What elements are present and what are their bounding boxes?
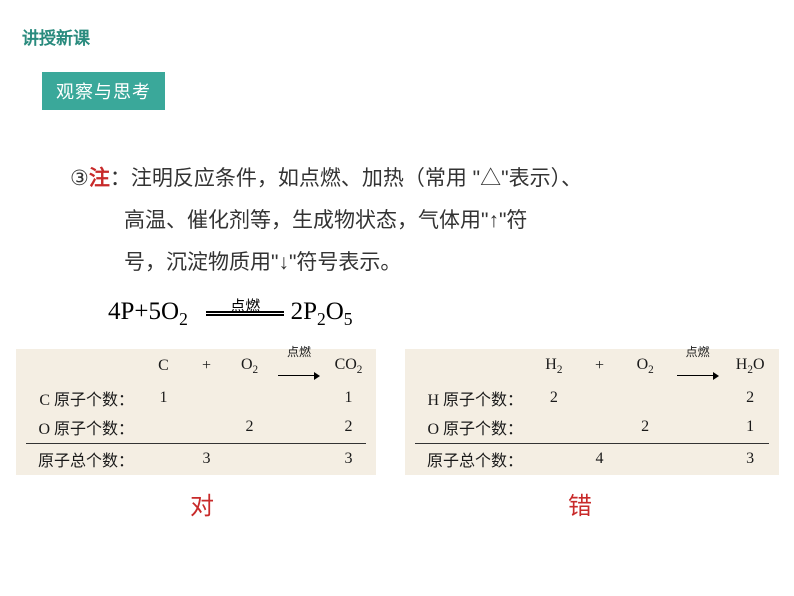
table-total-row: 原子总个数： 4 3 xyxy=(405,444,779,473)
atom-table-right: H2 + O2 点燃 H2O H 原子个数： 2 2 O 原子个数： 2 1 原… xyxy=(405,349,779,475)
eq-arrow: 点燃 xyxy=(206,311,284,316)
product: H2O xyxy=(727,356,773,376)
row-label: 原子总个数： xyxy=(415,447,531,471)
eq-rhs-sub1: 2 xyxy=(317,309,326,329)
cell: 3 xyxy=(727,450,773,468)
cell: 2 xyxy=(531,389,577,407)
main-equation: 4P+5O2 点燃 2P2O5 xyxy=(108,298,353,330)
cell: 1 xyxy=(327,389,370,407)
row-label: O 原子个数： xyxy=(415,415,531,439)
eq-rhs-mid: O xyxy=(326,298,344,325)
reactant-1: C xyxy=(142,357,185,375)
reactant-2: O2 xyxy=(622,356,668,376)
text-line-1: ：注明反应条件，如点燃、加热（常用 "△"表示）、 xyxy=(110,167,582,190)
table-row: O 原子个数： 2 2 xyxy=(16,412,376,441)
eq-condition: 点燃 xyxy=(206,295,284,316)
item-number: ③ xyxy=(70,167,89,190)
table-left-equation-row: C + O2 点燃 CO2 xyxy=(16,349,376,383)
product: CO2 xyxy=(327,356,370,376)
main-paragraph: ③注：注明反应条件，如点燃、加热（常用 "△"表示）、 高温、催化剂等，生成物状… xyxy=(70,158,734,284)
table-row: O 原子个数： 2 1 xyxy=(405,412,779,441)
eq-rhs-1: 2P xyxy=(291,298,317,325)
plus-op: + xyxy=(185,357,228,375)
cell: 1 xyxy=(727,418,773,436)
reactant-1: H2 xyxy=(531,356,577,376)
atom-table-left: C + O2 点燃 CO2 C 原子个数： 1 1 O 原子个数： 2 2 原子… xyxy=(16,349,376,475)
arrow-combust: 点燃 xyxy=(668,357,727,375)
row-label: C 原子个数： xyxy=(26,386,142,410)
cell: 2 xyxy=(327,418,370,436)
cell: 3 xyxy=(327,450,370,468)
reactant-2: O2 xyxy=(228,356,271,376)
table-row: H 原子个数： 2 2 xyxy=(405,383,779,412)
section-label: 观察与思考 xyxy=(42,72,165,110)
cell: 2 xyxy=(622,418,668,436)
eq-rhs-sub2: 5 xyxy=(344,309,353,329)
eq-lhs: 4P+5O xyxy=(108,298,179,325)
cell: 4 xyxy=(577,450,623,468)
row-label: H 原子个数： xyxy=(415,386,531,410)
plus-op: + xyxy=(577,357,623,375)
arrow-combust: 点燃 xyxy=(271,357,327,375)
verdict-correct: 对 xyxy=(190,486,214,521)
cell: 2 xyxy=(727,389,773,407)
table-right-equation-row: H2 + O2 点燃 H2O xyxy=(405,349,779,383)
text-line-2: 高温、催化剂等，生成物状态，气体用"↑"符 xyxy=(124,209,527,232)
table-total-row: 原子总个数： 3 3 xyxy=(16,444,376,473)
row-label: 原子总个数： xyxy=(26,447,142,471)
row-label: O 原子个数： xyxy=(26,415,142,439)
text-line-3: 号，沉淀物质用"↓"符号表示。 xyxy=(124,251,401,274)
page-header: 讲授新课 xyxy=(22,24,90,49)
cell: 2 xyxy=(228,418,271,436)
table-row: C 原子个数： 1 1 xyxy=(16,383,376,412)
eq-lhs-sub: 2 xyxy=(179,309,188,329)
verdict-incorrect: 错 xyxy=(568,486,592,521)
cell: 1 xyxy=(142,389,185,407)
keyword-highlight: 注 xyxy=(89,167,110,190)
cell: 3 xyxy=(185,450,228,468)
